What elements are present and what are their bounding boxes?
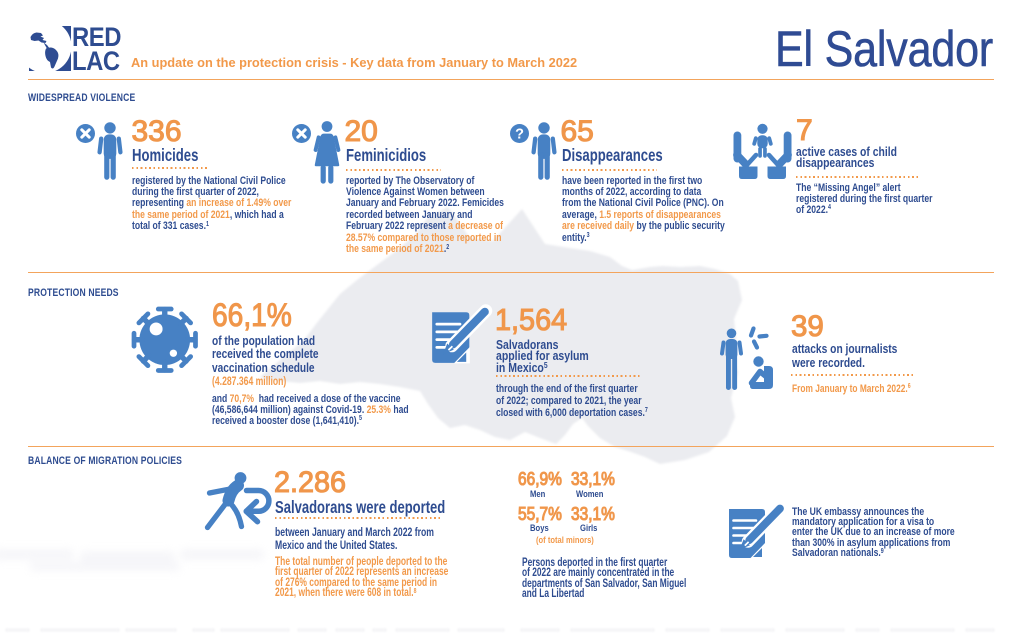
svg-text:?: ?	[515, 126, 524, 142]
